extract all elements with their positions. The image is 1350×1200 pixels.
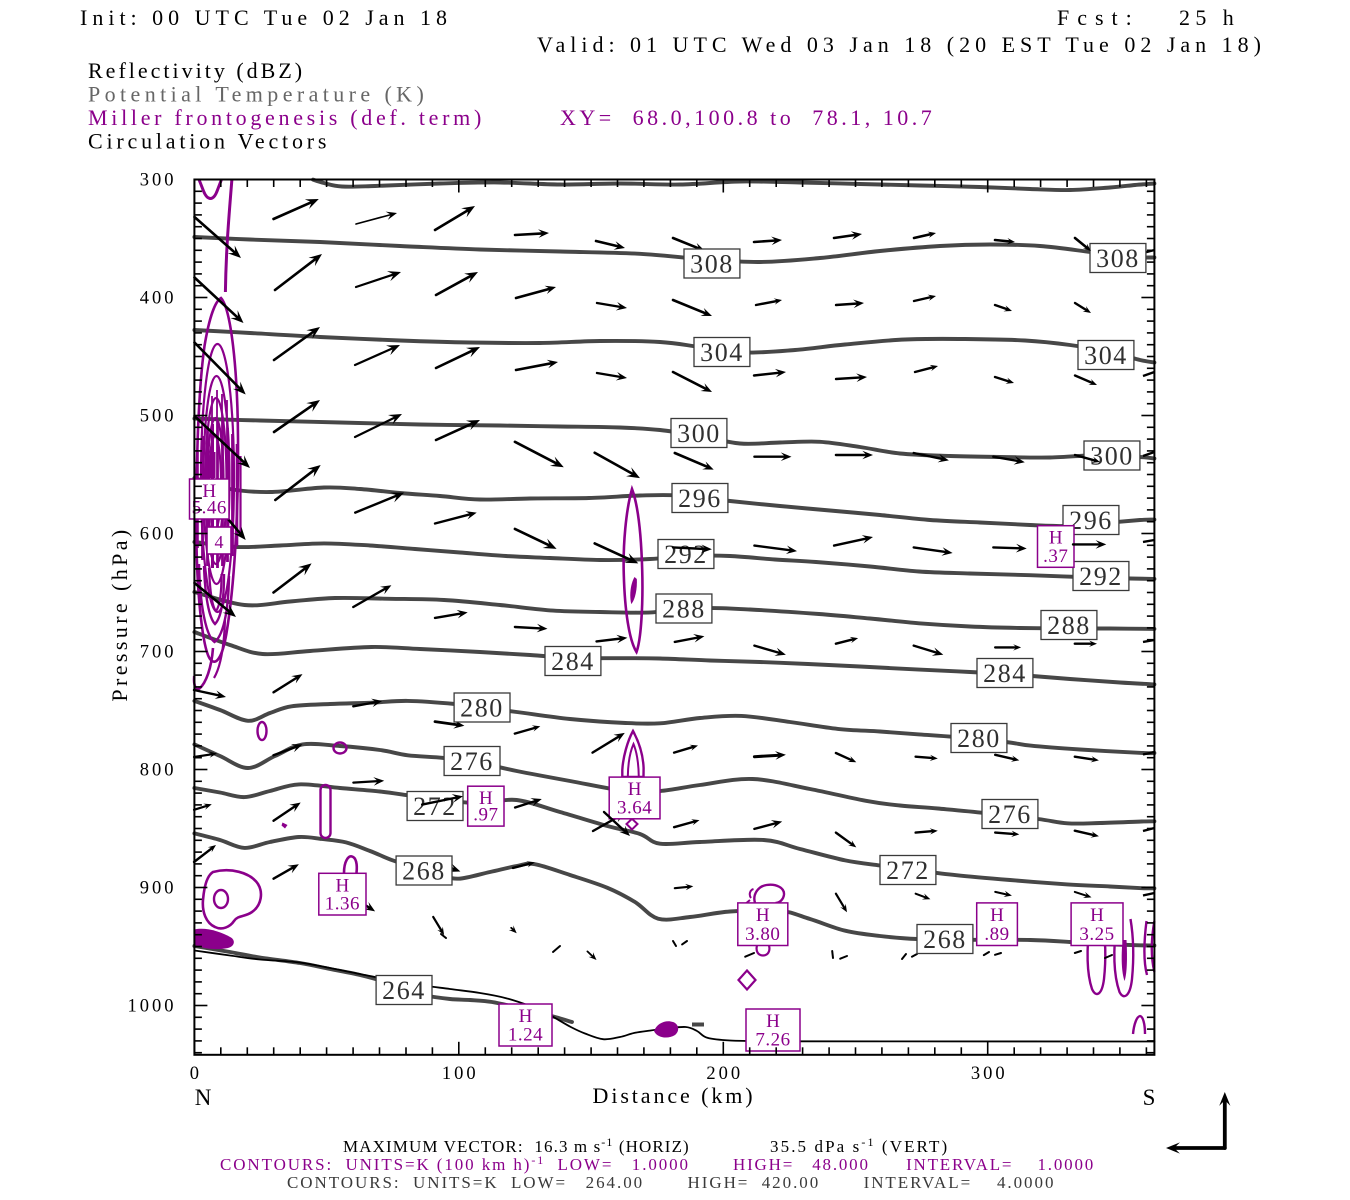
svg-text:H: H	[519, 1006, 533, 1027]
svg-text:XY= 68.0,100.8 to 78.1, 10.7: XY= 68.0,100.8 to 78.1, 10.7	[560, 105, 935, 130]
svg-text:S: S	[1143, 1085, 1156, 1110]
svg-text:304: 304	[700, 338, 744, 367]
svg-text:500: 500	[140, 407, 177, 427]
svg-text:400: 400	[140, 289, 177, 309]
svg-text:MAXIMUM VECTOR: 16.3 m s-1 (H: MAXIMUM VECTOR: 16.3 m s-1 (HORIZ)	[343, 1135, 690, 1156]
svg-text:700: 700	[140, 643, 177, 663]
svg-text:280: 280	[957, 724, 1001, 753]
svg-text:200: 200	[706, 1064, 743, 1084]
svg-text:308: 308	[690, 250, 734, 279]
svg-text:268: 268	[402, 857, 446, 886]
svg-text:Miller frontogenesis (def. ter: Miller frontogenesis (def. term)	[88, 105, 485, 130]
svg-text:N: N	[195, 1085, 212, 1110]
svg-text:1000: 1000	[128, 997, 177, 1017]
svg-text:H: H	[202, 481, 216, 502]
svg-text:272: 272	[413, 792, 457, 821]
svg-text:100: 100	[442, 1064, 479, 1084]
svg-text:H: H	[990, 905, 1004, 926]
svg-text:H: H	[628, 779, 642, 800]
svg-text:Fcst:: Fcst:	[1057, 5, 1140, 30]
svg-text:280: 280	[460, 694, 504, 723]
svg-text:3.25: 3.25	[1079, 924, 1114, 945]
svg-text:304: 304	[1084, 341, 1128, 370]
svg-text:0: 0	[190, 1064, 202, 1084]
svg-text:3.80: 3.80	[745, 924, 780, 945]
svg-text:.97: .97	[473, 805, 498, 826]
svg-text:CONTOURS: UNITS=K LOW= 264: CONTOURS: UNITS=K LOW= 264.00 HIGH= 420.…	[287, 1173, 1055, 1192]
svg-text:300: 300	[140, 171, 177, 191]
svg-text:308: 308	[1096, 244, 1140, 273]
svg-text:1.36: 1.36	[325, 894, 360, 915]
svg-text:CONTOURS: UNITS=K (100 km h)-: CONTOURS: UNITS=K (100 km h)-1 LOW= 1.00…	[220, 1153, 690, 1174]
svg-text:Potential Temperature (K): Potential Temperature (K)	[88, 82, 428, 107]
svg-text:H: H	[1090, 905, 1104, 926]
svg-text:272: 272	[886, 856, 930, 885]
svg-text:296: 296	[1069, 506, 1113, 535]
svg-text:H: H	[766, 1011, 780, 1032]
svg-text:Distance (km): Distance (km)	[593, 1083, 756, 1108]
svg-text:288: 288	[662, 595, 706, 624]
svg-text:600: 600	[140, 525, 177, 545]
svg-text:H: H	[336, 875, 350, 896]
svg-text:268: 268	[923, 925, 967, 954]
svg-text:284: 284	[983, 659, 1027, 688]
svg-text:Reflectivity (dBZ): Reflectivity (dBZ)	[88, 58, 305, 83]
svg-text:276: 276	[450, 747, 494, 776]
svg-text:.37: .37	[1043, 546, 1068, 567]
svg-text:296: 296	[678, 484, 722, 513]
svg-text:292: 292	[1079, 562, 1123, 591]
svg-text:900: 900	[140, 879, 177, 899]
svg-text:800: 800	[140, 761, 177, 781]
svg-text:292: 292	[664, 540, 708, 569]
svg-text:H: H	[1049, 528, 1063, 549]
svg-text:Valid: 01 UTC Wed 03 Jan 18 (2: Valid: 01 UTC Wed 03 Jan 18 (20 EST Tue …	[537, 32, 1266, 57]
svg-text:288: 288	[1047, 611, 1091, 640]
svg-text:284: 284	[551, 647, 595, 676]
svg-text:264: 264	[382, 976, 426, 1005]
svg-text:3.64: 3.64	[617, 797, 652, 818]
svg-text:5.46: 5.46	[192, 498, 227, 519]
svg-text:300: 300	[1090, 442, 1134, 471]
svg-text:H: H	[479, 788, 493, 809]
svg-text:276: 276	[988, 800, 1032, 829]
svg-text:35.5 dPa s-1 (VERT): 35.5 dPa s-1 (VERT)	[770, 1135, 949, 1156]
svg-text:300: 300	[677, 419, 721, 448]
svg-text:HIGH= 48.000 INTERVAL=: HIGH= 48.000 INTERVAL= 1.0000	[733, 1155, 1095, 1174]
svg-text:.89: .89	[984, 924, 1009, 945]
svg-text:7.26: 7.26	[755, 1030, 790, 1051]
svg-text:Init: 00 UTC Tue 02 Jan 18: Init: 00 UTC Tue 02 Jan 18	[80, 5, 452, 30]
svg-text:4: 4	[215, 532, 224, 552]
svg-text:25 h: 25 h	[1179, 5, 1239, 30]
svg-text:Circulation Vectors: Circulation Vectors	[88, 129, 330, 154]
svg-text:Pressure (hPa): Pressure (hPa)	[107, 526, 132, 701]
svg-text:1.24: 1.24	[508, 1025, 543, 1046]
svg-text:300: 300	[971, 1064, 1008, 1084]
svg-text:H: H	[756, 905, 770, 926]
